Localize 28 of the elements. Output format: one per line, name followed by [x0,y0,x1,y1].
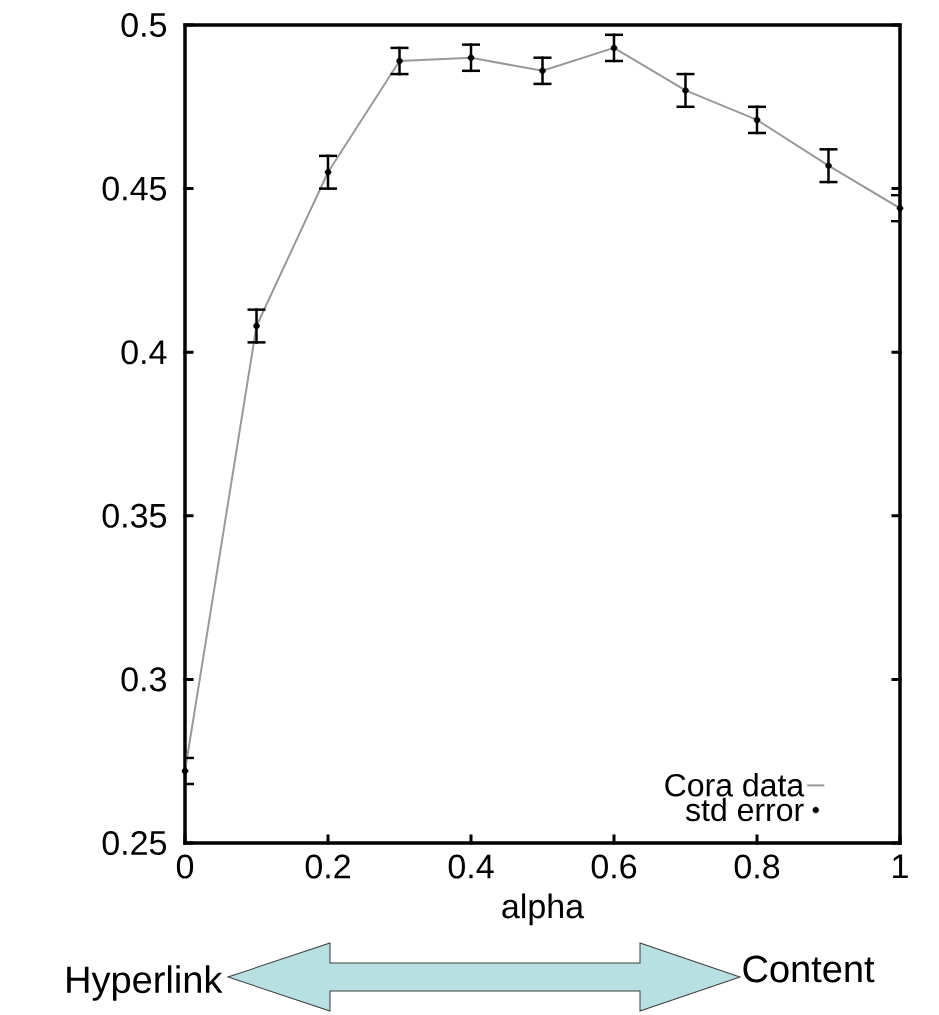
point [539,67,546,75]
point [896,205,904,212]
x-tick-label: 0.6 [591,854,637,879]
text: Content [743,955,875,983]
point [396,57,403,65]
point [825,162,832,169]
x-tick-label: 0.4 [448,854,494,879]
point [324,169,332,176]
x-tick-label: 0 [176,854,194,879]
y-tick-label: 0.45 [102,176,167,201]
x-axis-title: alpha [502,893,585,926]
point [610,44,618,52]
point [253,322,260,330]
legend-label: Cora data [665,773,805,797]
legend-label: std error [685,797,804,822]
y-tick-label: 0.3 [121,667,166,692]
y-tick-label: 0.4 [121,340,167,365]
y-tick-label: 0.35 [102,503,167,528]
point [181,767,189,775]
point [682,87,689,94]
text: Hyperlink [67,965,223,1001]
x-tick-label: 1 [893,854,908,878]
point [753,116,761,124]
x-tick-label: 0.2 [305,854,350,879]
y-tick-label: 0.25 [102,830,167,856]
x-tick-label: 0.8 [734,854,780,879]
point [467,54,475,61]
y-tick-label: 0.5 [121,12,167,38]
